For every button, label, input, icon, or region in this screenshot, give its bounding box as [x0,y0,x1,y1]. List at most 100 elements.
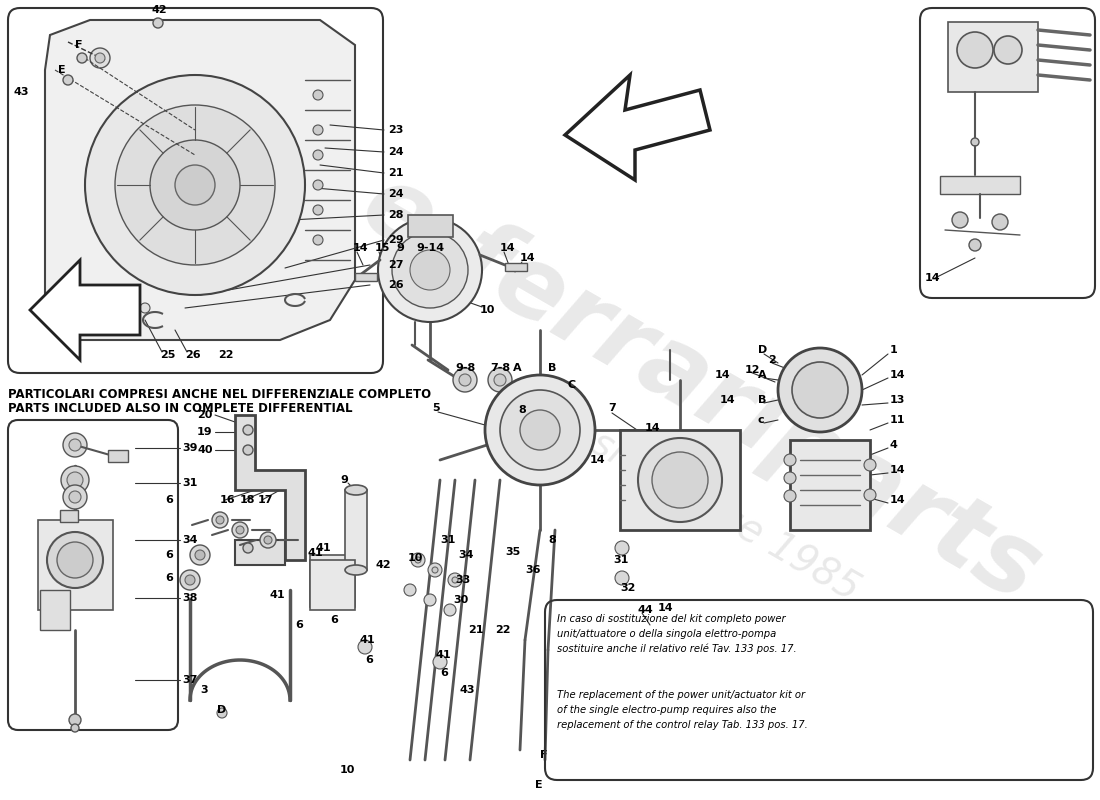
Circle shape [57,542,94,578]
Circle shape [957,32,993,68]
Text: 6: 6 [330,615,338,625]
Circle shape [63,75,73,85]
Text: 35: 35 [505,547,520,557]
Text: 14: 14 [658,603,673,613]
Text: 34: 34 [182,535,198,545]
Ellipse shape [566,399,583,411]
Text: 14: 14 [890,370,905,380]
Circle shape [217,708,227,718]
Text: 23: 23 [388,125,404,135]
Text: e-ferrariparts: e-ferrariparts [344,157,1056,623]
Circle shape [652,452,708,508]
Text: 5: 5 [432,403,440,413]
Circle shape [452,577,458,583]
Ellipse shape [544,383,565,397]
Text: 9-8: 9-8 [455,363,475,373]
Text: 24: 24 [388,147,404,157]
Ellipse shape [512,379,528,401]
Circle shape [175,165,214,205]
Text: 14: 14 [720,395,736,405]
Bar [345,490,367,570]
Circle shape [453,368,477,392]
Circle shape [971,138,979,146]
Polygon shape [235,415,305,560]
Circle shape [638,438,722,522]
Text: 43: 43 [460,685,475,695]
Bar [40,590,70,630]
Text: In caso di sostituzione del kit completo power
unit/attuatore o della singola el: In caso di sostituzione del kit completo… [557,614,796,654]
Text: 18: 18 [240,495,255,505]
Text: 44: 44 [638,605,653,615]
Text: 42: 42 [152,5,167,15]
Text: 22: 22 [495,625,510,635]
Text: 36: 36 [525,565,540,575]
Text: 29: 29 [388,235,404,245]
Bar [505,263,527,271]
Circle shape [232,522,248,538]
Circle shape [63,485,87,509]
Polygon shape [235,540,285,565]
Text: 14: 14 [890,465,905,475]
Text: 41: 41 [434,650,451,660]
Bar [355,273,377,281]
Text: D: D [758,345,768,355]
Circle shape [392,232,468,308]
Circle shape [314,90,323,100]
Text: 26: 26 [185,350,200,360]
Text: 10: 10 [408,553,424,563]
Text: B: B [758,395,767,405]
Circle shape [180,570,200,590]
Bar [39,520,113,610]
Ellipse shape [345,565,367,575]
Circle shape [428,563,442,577]
Text: 33: 33 [455,575,471,585]
Bar [408,215,453,237]
Text: 14: 14 [715,370,730,380]
Circle shape [216,516,224,524]
Text: 22: 22 [218,350,233,360]
Text: 20: 20 [197,410,212,420]
Circle shape [784,490,796,502]
Text: 10: 10 [480,305,495,315]
Bar [940,176,1020,194]
Text: PARTICOLARI COMPRESI ANCHE NEL DIFFERENZIALE COMPLETO: PARTICOLARI COMPRESI ANCHE NEL DIFFERENZ… [8,388,431,401]
Bar [790,440,870,530]
Circle shape [992,214,1008,230]
Text: 24: 24 [388,189,404,199]
Bar [60,510,78,522]
Text: 28: 28 [388,210,404,220]
Text: B: B [548,363,557,373]
Circle shape [411,553,425,567]
Text: 16: 16 [220,495,235,505]
Circle shape [444,604,456,616]
Text: 7-8: 7-8 [490,363,510,373]
Circle shape [47,532,103,588]
Text: 17: 17 [258,495,274,505]
Text: 34: 34 [458,550,473,560]
Circle shape [784,472,796,484]
Circle shape [792,362,848,418]
Text: 43: 43 [13,87,29,97]
Text: 39: 39 [182,443,198,453]
Text: 6: 6 [165,573,173,583]
Text: c: c [758,415,764,425]
Circle shape [212,512,228,528]
Text: 6: 6 [165,495,173,505]
Circle shape [459,374,471,386]
Text: 26: 26 [388,280,404,290]
Circle shape [615,541,629,555]
Text: E: E [58,65,66,75]
Text: A: A [513,363,521,373]
Text: 14: 14 [520,253,536,263]
Circle shape [433,655,447,669]
Circle shape [778,348,862,432]
Bar [108,450,128,462]
Circle shape [994,36,1022,64]
Text: F: F [540,750,548,760]
Circle shape [190,545,210,565]
Text: 10: 10 [340,765,355,775]
Circle shape [116,105,275,265]
Bar [310,560,355,610]
Text: 12: 12 [745,365,760,375]
Text: 41: 41 [360,635,375,645]
